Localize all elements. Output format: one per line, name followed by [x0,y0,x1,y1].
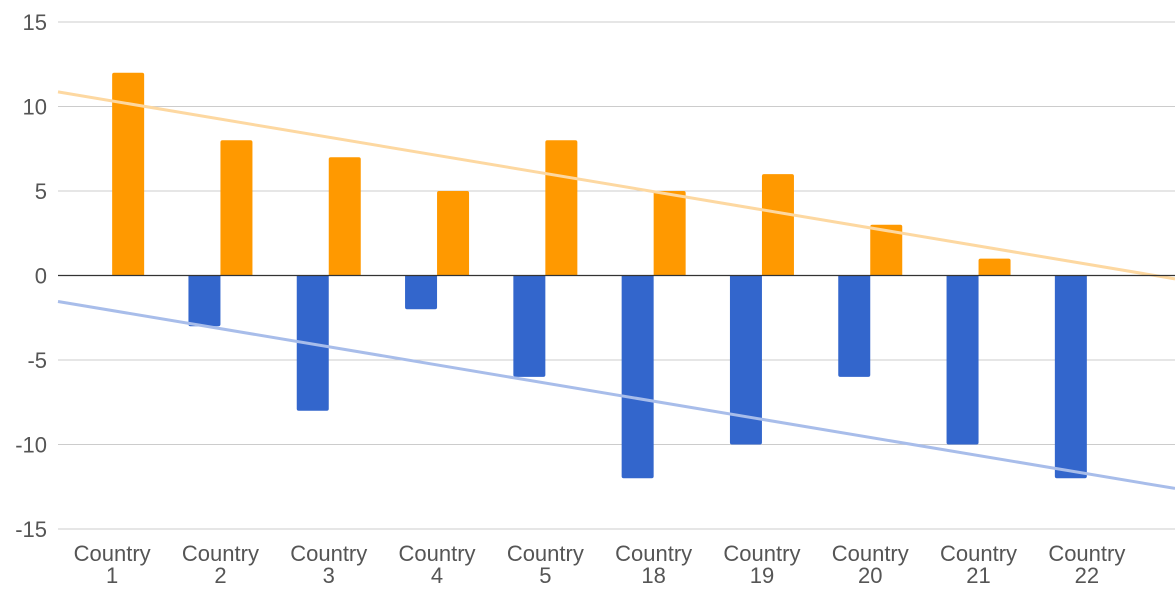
x-axis-tick-labels: Country 1 Country 2 Country 3 Country 4 Country 5… [74,541,1126,588]
bar-series-1 [838,275,871,377]
bar-series-2 [870,224,903,276]
x-tick-label: Country 20 [832,541,909,588]
bar-series-2 [112,72,145,276]
bar-series-1 [513,275,546,377]
bar-series-1 [729,275,762,445]
trendlines [57,90,1175,490]
y-axis-tick-labels: 15 10 5 0 -5 -10 -15 [15,10,47,542]
bar-series-1 [621,275,654,479]
x-tick-label: Country 4 [399,541,476,588]
y-tick-label: -5 [27,348,47,373]
x-tick-label: Country 5 [507,541,584,588]
bar-series-2 [220,140,253,276]
bar-series-2 [653,191,686,276]
bar-series-2 [978,258,1011,276]
x-tick-label: Country 1 [74,541,151,588]
bar-series-2 [437,191,470,276]
bar-series-2 [761,174,794,276]
bar-series-2 [328,157,361,276]
bar-series-1 [405,275,438,310]
bar-series-1 [188,275,221,327]
x-tick-label: Country 19 [723,541,800,588]
trendline-series-1 [57,299,1175,490]
x-tick-label: Country 21 [940,541,1017,588]
x-tick-label: Country 22 [1048,541,1125,588]
bar-series-1 [946,275,979,445]
bar-series-1 [1054,275,1087,479]
y-tick-label: 10 [23,95,47,120]
y-tick-label: -10 [15,433,47,458]
bar-series-2 [545,140,578,276]
y-tick-label: 5 [35,179,47,204]
x-tick-label: Country 18 [615,541,692,588]
trendline-series-2 [57,90,1175,281]
y-tick-label: 15 [23,10,47,35]
y-tick-label: -15 [15,517,47,542]
x-tick-label: Country 2 [182,541,259,588]
y-tick-label: 0 [35,264,47,289]
x-tick-label: Country 3 [290,541,367,588]
